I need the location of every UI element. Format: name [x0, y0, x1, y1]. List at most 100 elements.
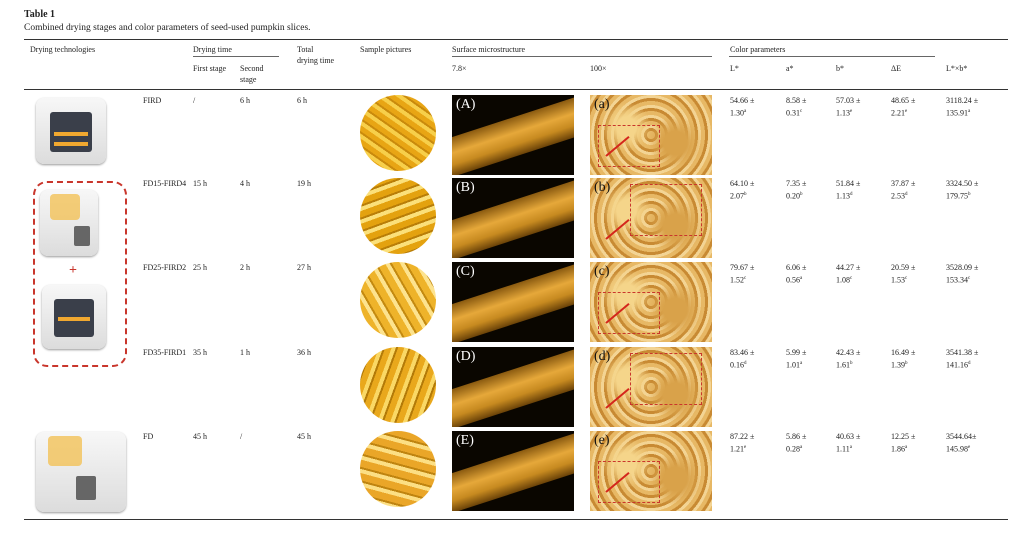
highlight-box [630, 184, 702, 236]
header-sample-pictures: Sample pictures [360, 45, 412, 54]
micrograph-low-mag: (B) [452, 178, 574, 258]
header-dE: ΔE [891, 64, 902, 73]
header-color-parameters: Color parameters [730, 45, 786, 54]
row-name: FD25-FIRD2 [143, 263, 187, 272]
value-dE: 48.65 ±2.21e [891, 96, 916, 118]
header-a: a* [786, 64, 794, 73]
micrograph-label: (E) [456, 433, 474, 448]
first-stage: 25 h [193, 263, 207, 272]
value-L: 64.10 ±2.07b [730, 179, 755, 201]
value-a: 6.06 ±0.56a [786, 263, 807, 285]
header-b: b* [836, 64, 844, 73]
value-b: 42.43 ±1.61b [836, 348, 861, 370]
value-b: 44.27 ±1.08c [836, 263, 861, 285]
plus-sign: + [69, 263, 77, 278]
header-second-stage: Second stage [240, 64, 264, 84]
micrograph-label: (c) [594, 264, 610, 279]
micrograph-label: (a) [594, 97, 610, 112]
value-dE: 37.87 ±2.53d [891, 179, 916, 201]
second-stage: 6 h [240, 96, 250, 105]
row-name: FD35-FIRD1 [143, 348, 187, 357]
micrograph-low-mag: (A) [452, 95, 574, 175]
second-stage: 2 h [240, 263, 250, 272]
micrograph-low-mag: (D) [452, 347, 574, 427]
value-Lb: 3324.50 ±179.75b [946, 179, 979, 201]
micrograph-high-mag: (b) [590, 178, 712, 258]
value-dE: 12.25 ±1.86a [891, 432, 916, 454]
row-name: FIRD [143, 96, 162, 105]
value-L: 79.67 ±1.52c [730, 263, 755, 285]
total-time: 36 h [297, 348, 311, 357]
freeze-dryer-icon [40, 190, 98, 256]
micrograph-label: (C) [456, 264, 475, 279]
value-Lb: 3541.38 ±141.16d [946, 348, 979, 370]
total-time: 19 h [297, 179, 311, 188]
micrograph-low-mag: (C) [452, 262, 574, 342]
total-time: 6 h [297, 96, 307, 105]
micrograph-label: (d) [594, 349, 611, 364]
value-a: 5.86 ±0.28a [786, 432, 807, 454]
header-drying-time: Drying time [193, 45, 232, 54]
value-b: 57.03 ±1.13e [836, 96, 861, 118]
highlight-box [598, 461, 660, 503]
table-caption: Combined drying stages and color paramet… [24, 23, 311, 33]
value-L: 87.22 ±1.21e [730, 432, 755, 454]
header-L: L* [730, 64, 739, 73]
value-dE: 16.49 ±1.39b [891, 348, 916, 370]
first-stage: / [193, 96, 196, 105]
value-L: 83.46 ±0.16d [730, 348, 755, 370]
sample-picture [360, 262, 436, 338]
table-label: Table 1 [24, 9, 56, 20]
value-b: 40.63 ±1.11a [836, 432, 861, 454]
micrograph-label: (b) [594, 180, 611, 195]
row-name: FD15-FIRD4 [143, 179, 187, 188]
micrograph-label: (A) [456, 97, 476, 112]
micrograph-label: (B) [456, 180, 475, 195]
row-name: FD [143, 432, 154, 441]
value-a: 7.35 ±0.20b [786, 179, 807, 201]
header-Lb: L*×b* [946, 64, 968, 73]
total-time: 45 h [297, 432, 311, 441]
micrograph-high-mag: (e) [590, 431, 712, 511]
micrograph-label: (e) [594, 433, 610, 448]
header-mag-low: 7.8× [452, 64, 467, 73]
header-drying-technologies: Drying technologies [30, 45, 96, 54]
value-L: 54.66 ±1.30a [730, 96, 755, 118]
freeze-dryer-icon [36, 432, 126, 512]
micrograph-high-mag: (c) [590, 262, 712, 342]
highlight-box [598, 292, 660, 334]
value-b: 51.84 ±1.13d [836, 179, 861, 201]
micrograph-high-mag: (d) [590, 347, 712, 427]
sample-picture [360, 347, 436, 423]
value-Lb: 3544.64± 145.98e [946, 432, 977, 454]
combined-dryers-dashed-box [33, 181, 127, 367]
arrow-icon [605, 218, 630, 240]
micrograph-high-mag: (a) [590, 95, 712, 175]
value-Lb: 3528.09 ±153.34c [946, 263, 979, 285]
first-stage: 15 h [193, 179, 207, 188]
fird-dryer-icon [36, 98, 106, 164]
first-stage: 45 h [193, 432, 207, 441]
sample-picture [360, 431, 436, 507]
second-stage: 1 h [240, 348, 250, 357]
micrograph-label: (D) [456, 349, 476, 364]
value-Lb: 3118.24 ±135.91a [946, 96, 979, 118]
header-first-stage: First stage [193, 64, 227, 73]
total-time: 27 h [297, 263, 311, 272]
first-stage: 35 h [193, 348, 207, 357]
value-dE: 20.59 ±1.53c [891, 263, 916, 285]
micrograph-low-mag: (E) [452, 431, 574, 511]
second-stage: 4 h [240, 179, 250, 188]
value-a: 5.99 ±1.01a [786, 348, 807, 370]
highlight-box [598, 125, 660, 167]
sample-picture [360, 178, 436, 254]
fird-dryer-icon [42, 285, 106, 349]
header-mag-high: 100× [590, 64, 607, 73]
highlight-box [630, 353, 702, 405]
sample-picture [360, 95, 436, 171]
second-stage: / [240, 432, 243, 441]
header-surface-microstructure: Surface microstructure [452, 45, 526, 54]
arrow-icon [605, 387, 630, 409]
header-total-time: Total drying time [297, 45, 335, 65]
value-a: 8.58 ±0.31c [786, 96, 807, 118]
